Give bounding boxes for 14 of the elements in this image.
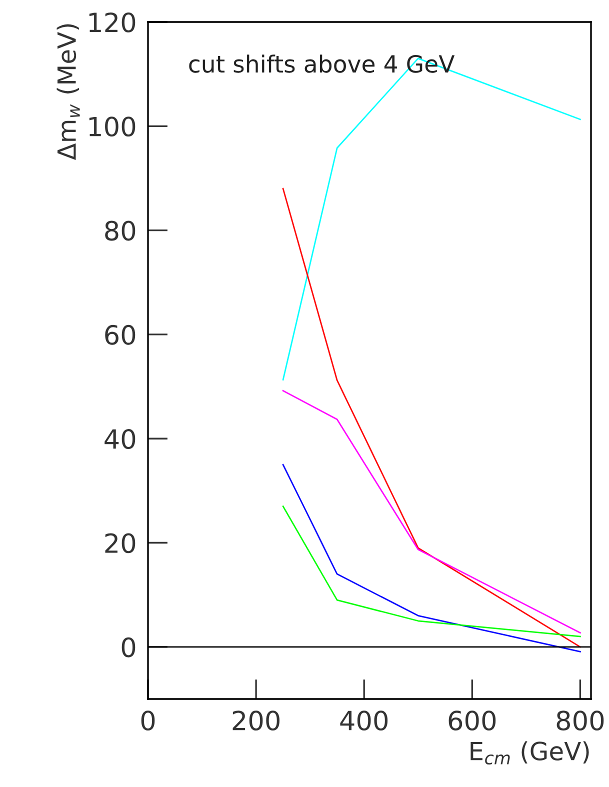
x-tick-label: 0 [141,710,155,731]
x-tick-label: 600 [448,710,496,731]
y-tick-label: 60 [105,324,136,345]
x-axis-title: E$_{cm}$ (GeV) [470,741,589,765]
y-tick-label: 40 [104,429,136,450]
x-tick-label: 400 [340,710,388,731]
y-tick-label: 80 [105,220,136,241]
y-tick-label: 100 [89,116,136,137]
x-tick-label: 200 [232,710,280,731]
y-tick-label: 20 [105,533,136,554]
y-axis-title: Δm$_{w}$ (MeV) [56,24,80,160]
x-tick-label: 800 [556,710,604,731]
y-tick-label: 0 [122,637,136,658]
y-tick-label: 120 [89,12,136,32]
